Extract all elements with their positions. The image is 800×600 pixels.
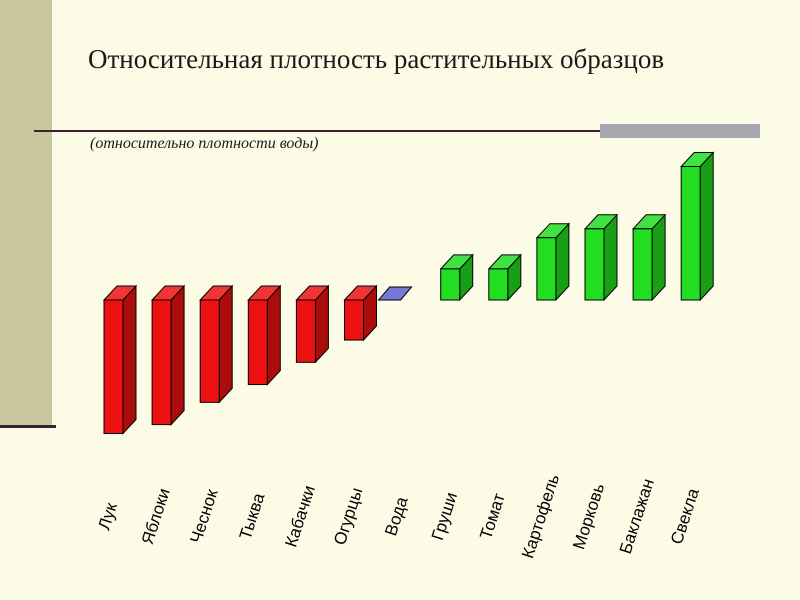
category-label: Огурцы [330,485,366,547]
bar-10 [584,228,605,301]
bar-11-side [651,213,666,302]
bar-2 [199,299,220,403]
bar-5 [344,299,364,341]
bar-12 [680,166,701,301]
bar-2-side [218,284,233,404]
bar-9 [536,237,557,301]
bar-11 [632,228,653,301]
bar-4 [295,299,316,363]
category-label: Лук [95,500,122,532]
bar-1 [151,299,172,426]
category-label: Томат [476,491,509,542]
category-label: Тыква [236,490,269,542]
side-band [0,0,52,426]
bar-3-side [266,284,281,386]
side-line [0,425,56,428]
category-label: Баклажан [616,476,658,556]
baseline-marker [377,286,413,301]
title-rule [34,130,760,132]
category-label: Яблоки [138,486,174,547]
category-label: Кабачки [281,483,319,549]
category-label: Свекла [667,485,703,546]
category-label: Картофель [518,472,563,561]
category-label: Чеснок [186,486,221,545]
category-label: Морковь [569,481,608,552]
bar-10-side [603,213,618,302]
bar-1-side [170,284,185,426]
bar-3 [247,299,268,386]
bar-0-side [122,284,137,435]
title-rule-accent [600,124,760,138]
category-label: Вода [381,494,412,538]
bar-0 [103,299,124,434]
bar-8 [488,268,509,301]
bar-12-side [699,151,714,302]
slide-title: Относительная плотность растительных обр… [88,44,665,74]
category-label: Груши [428,490,461,543]
bar-7 [440,268,461,301]
slide-subtitle: (относительно плотности воды) [90,135,319,152]
